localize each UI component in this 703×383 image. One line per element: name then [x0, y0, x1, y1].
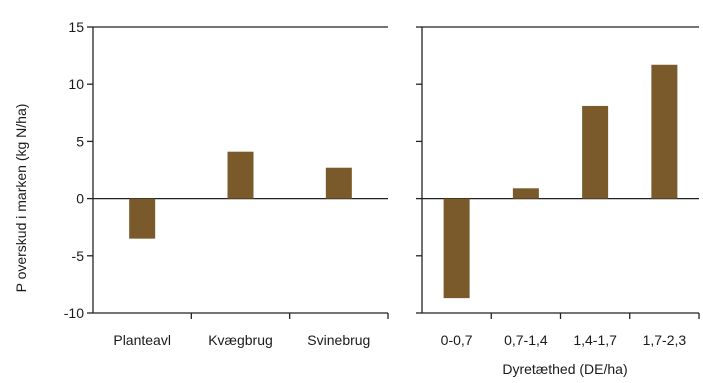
y-tick-label: 15	[68, 19, 84, 35]
bar-1-7-2-3	[651, 64, 678, 199]
y-tick-label: 0	[76, 191, 84, 207]
bar-planteavl	[129, 198, 156, 239]
y-axis-title: P overskud i marken (kg N/ha)	[13, 104, 29, 293]
y-tick-label: 10	[68, 76, 84, 92]
y-tick-label: -5	[72, 248, 85, 264]
category-label: Kvægbrug	[208, 332, 273, 348]
category-label: 0-0,7	[441, 332, 473, 348]
category-label: 0,7-1,4	[504, 332, 548, 348]
category-label: 1,4-1,7	[573, 332, 617, 348]
right-panel: Dyretæthed (DE/ha) 0-0,7 0,7-1,4 1,4-1,7 1,…	[416, 26, 700, 377]
y-tick-label: 5	[76, 133, 84, 149]
bar-0-7-1-4	[512, 188, 539, 199]
bar-0-0-7	[443, 198, 470, 299]
y-tick-label: -10	[64, 305, 84, 321]
x-axis-title: Dyretæthed (DE/ha)	[502, 361, 627, 377]
bar-svinebrug	[325, 167, 352, 199]
left-panel: P overskud i marken (kg N/ha) 15 10 5 0 -5 -1…	[13, 19, 389, 348]
category-label: Planteavl	[113, 332, 171, 348]
category-label: 1,7-2,3	[643, 332, 687, 348]
bar-kvægbrug	[227, 151, 254, 199]
category-label: Svinebrug	[307, 332, 370, 348]
bar-1-4-1-7	[582, 105, 609, 199]
